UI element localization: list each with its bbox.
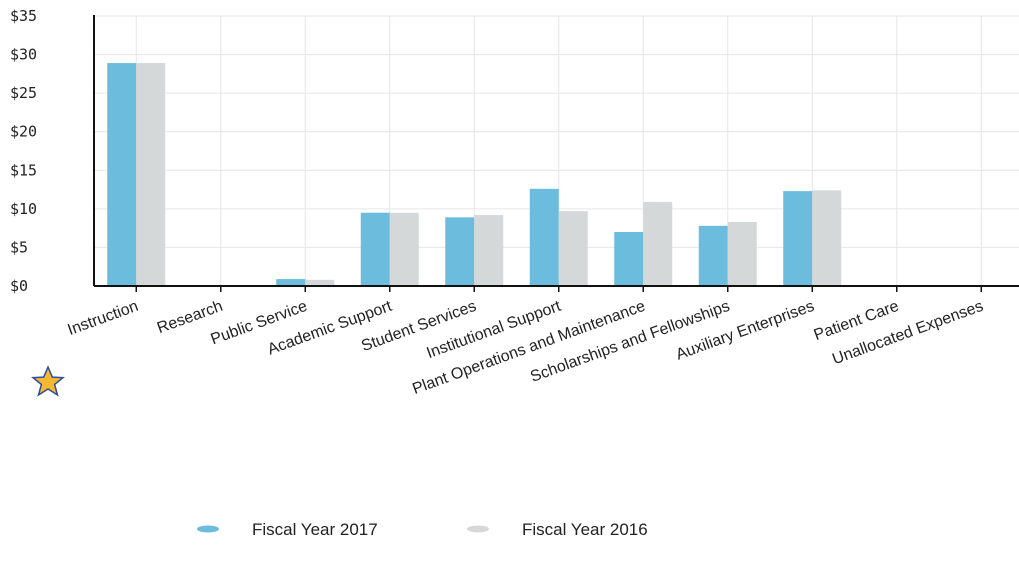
bar (643, 201, 673, 286)
bar (136, 63, 166, 286)
bars-group (107, 63, 842, 286)
bar (614, 232, 644, 286)
legend-swatch (467, 525, 489, 533)
bar (783, 191, 813, 286)
bar (107, 63, 137, 286)
bar (305, 279, 335, 286)
axes (93, 15, 1019, 292)
star-icon (30, 365, 66, 397)
y-tick-label: $30 (10, 46, 37, 64)
bar (389, 212, 419, 286)
bar (276, 279, 306, 286)
bar (360, 212, 390, 286)
legend-swatch (197, 525, 219, 533)
y-tick-label: $0 (10, 277, 28, 295)
bar (812, 190, 842, 286)
x-tick-label: Unallocated Expenses (830, 298, 985, 368)
bar (445, 217, 475, 286)
y-tick-label: $10 (10, 200, 37, 218)
y-tick-label: $5 (10, 238, 28, 256)
x-tick-label: Auxiliary Enterprises (674, 298, 817, 364)
bar (558, 211, 588, 286)
y-tick-labels: $0 $5 $10 $15 $20 $25 $30 $35 (10, 7, 37, 295)
y-tick-label: $35 (10, 7, 37, 25)
x-tick-label: Instruction (65, 298, 140, 339)
y-tick-label: $20 (10, 123, 37, 141)
y-tick-label: $25 (10, 84, 37, 102)
bar (727, 221, 757, 286)
legend-label: Fiscal Year 2016 (522, 520, 648, 539)
bar (474, 215, 504, 286)
legend: Fiscal Year 2017 Fiscal Year 2016 (197, 520, 648, 539)
y-tick-label: $15 (10, 161, 37, 179)
legend-label: Fiscal Year 2017 (252, 520, 378, 539)
bar (529, 188, 559, 286)
bar (698, 225, 728, 286)
